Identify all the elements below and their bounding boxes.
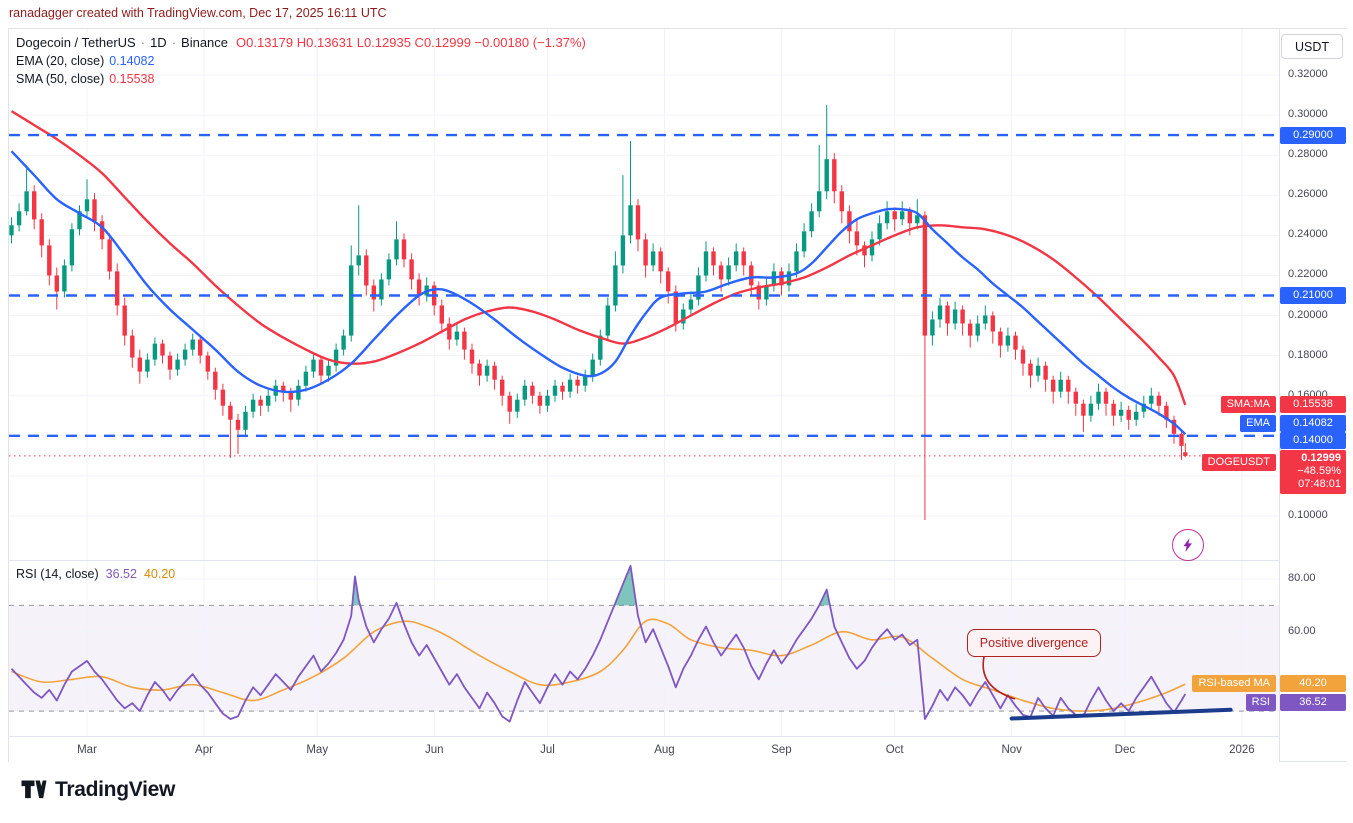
time-axis-label: Oct: [885, 744, 904, 756]
flash-icon[interactable]: [1172, 529, 1204, 561]
tradingview-wordmark: TradingView: [55, 777, 176, 801]
price-level-badge: 0.21000: [1280, 286, 1346, 304]
price-axis-label: 0.22000: [1288, 268, 1328, 281]
ohlc-values: O0.13179 H0.13631 L0.12935 C0.12999 −0.0…: [236, 35, 586, 50]
price-axis-label: 0.24000: [1288, 228, 1328, 241]
price-axis-label: 0.28000: [1288, 148, 1328, 161]
lightning-bolt-icon: [1183, 538, 1192, 552]
credit-line: ranadagger created with TradingView.com,…: [9, 6, 387, 20]
positive-divergence-callout[interactable]: Positive divergence: [967, 629, 1101, 657]
sma-axis-value-badge: 0.15538: [1280, 396, 1346, 413]
ema-indicator-value: 0.14082: [109, 54, 155, 68]
time-axis[interactable]: Mar Apr May Jun Jul Aug Sep Oct Nov Dec 2026: [9, 736, 1279, 762]
interval-label[interactable]: 1D: [150, 35, 167, 50]
legend-separator: ·: [171, 35, 177, 50]
time-axis-label: Apr: [195, 744, 213, 756]
price-axis-label: 0.10000: [1288, 508, 1328, 521]
rsi-pane-canvas[interactable]: [9, 561, 1279, 736]
price-axis-label: 0.30000: [1288, 108, 1328, 121]
time-axis-label: Jul: [540, 744, 555, 756]
ema-legend-row[interactable]: EMA (20, close) 0.14082: [16, 54, 586, 68]
pane-separator[interactable]: [9, 560, 1279, 561]
time-axis-label: Jun: [424, 744, 444, 756]
rsi-indicator-label: RSI (14, close): [16, 567, 99, 581]
price-axis-label: 0.20000: [1288, 308, 1328, 321]
time-axis-label: Mar: [77, 744, 97, 756]
rsi-ma-axis-value-badge: 40.20: [1280, 675, 1346, 692]
symbol-legend-row[interactable]: Dogecoin / TetherUS · 1D · Binance O0.13…: [16, 35, 586, 50]
chart-legend: Dogecoin / TetherUS · 1D · Binance O0.13…: [16, 35, 586, 90]
symbol-title[interactable]: Dogecoin / TetherUS: [16, 35, 136, 50]
time-axis-label: Aug: [654, 744, 675, 756]
tradingview-logo[interactable]: TradingView: [20, 776, 175, 803]
rsi-axis-label: 80.00: [1288, 572, 1316, 584]
time-axis-label: Nov: [1001, 744, 1022, 756]
chart-widget: 0.32000 0.30000 0.28000 0.26000 0.24000 0.220…: [8, 28, 1347, 762]
time-axis-label: 2026: [1229, 744, 1255, 756]
ema-axis-value-badge: 0.14082: [1280, 415, 1346, 432]
ema-axis-tag: EMA: [1240, 415, 1276, 432]
sma-legend-row[interactable]: SMA (50, close) 0.15538: [16, 72, 586, 86]
last-price-change: −48.59%: [1297, 465, 1341, 477]
price-axis-label: 0.18000: [1288, 348, 1328, 361]
last-price-value: 0.12999: [1301, 452, 1341, 464]
sma-indicator-label: SMA (50, close): [16, 72, 105, 86]
rsi-axis-value-badge: 36.52: [1280, 694, 1346, 711]
last-price-badge: 0.12999 −48.59% 07:48:01: [1280, 450, 1346, 494]
price-axis-label: 0.32000: [1288, 68, 1328, 80]
rsi-axis-label: 60.00: [1288, 624, 1316, 637]
time-axis-label: Dec: [1114, 744, 1136, 756]
ema-indicator-label: EMA (20, close): [16, 54, 105, 68]
price-pane-canvas[interactable]: [9, 29, 1279, 560]
price-axis[interactable]: 0.32000 0.30000 0.28000 0.26000 0.24000 0.220…: [1279, 29, 1347, 761]
sma-axis-tag: SMA:MA: [1220, 396, 1276, 413]
sma-indicator-value: 0.15538: [109, 72, 155, 86]
price-level-badge: 0.14000: [1280, 432, 1346, 449]
rsi-ma-axis-tag: RSI-based MA: [1192, 675, 1276, 692]
tradingview-mark-icon: [21, 780, 47, 799]
rsi-ma-indicator-value: 40.20: [143, 567, 176, 581]
price-level-badge: 0.29000: [1280, 126, 1346, 144]
legend-separator: ·: [140, 35, 146, 50]
rsi-indicator-value: 36.52: [105, 567, 137, 581]
bar-countdown: 07:48:01: [1298, 478, 1341, 490]
positive-divergence-text: Positive divergence: [979, 636, 1089, 650]
exchange-label[interactable]: Binance: [181, 35, 229, 50]
rsi-legend-row[interactable]: RSI (14, close) 36.52 40.20: [16, 567, 175, 581]
time-axis-label: Sep: [771, 744, 792, 756]
symbol-axis-tag: DOGEUSDT: [1201, 454, 1276, 471]
currency-toggle-button[interactable]: USDT: [1281, 34, 1343, 59]
time-axis-label: May: [306, 744, 329, 756]
price-axis-label: 0.26000: [1288, 188, 1328, 201]
rsi-axis-tag: RSI: [1245, 694, 1276, 711]
